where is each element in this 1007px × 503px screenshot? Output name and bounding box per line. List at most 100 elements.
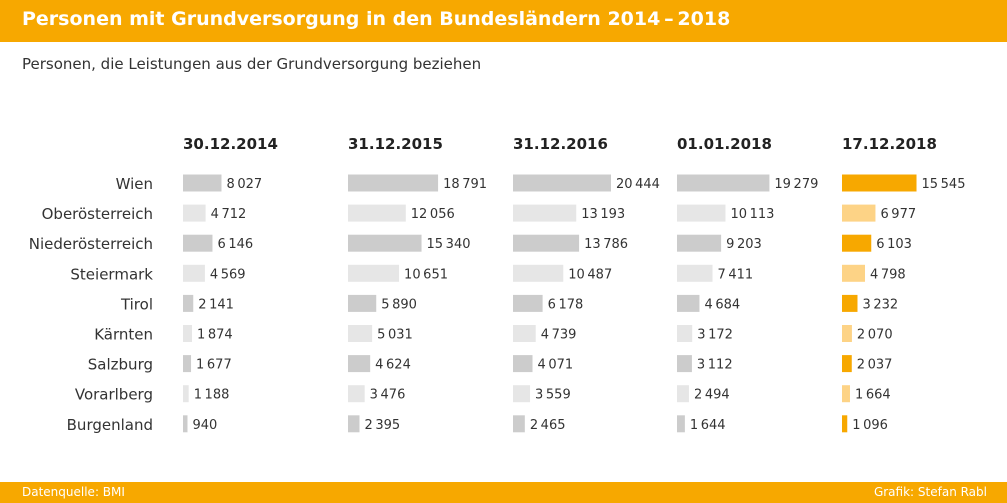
bar-1-3	[183, 234, 213, 252]
bar-1-7	[183, 355, 192, 373]
bar-2-6	[348, 325, 373, 342]
bar-4-7	[677, 355, 692, 373]
value-label-5-2: 6 977	[880, 207, 916, 222]
graphic-credit: Grafik: Stefan Rabl	[873, 485, 987, 499]
row-label-5: Tirol	[120, 295, 153, 313]
value-label-2-7: 4 624	[375, 358, 411, 373]
value-label-3-8: 3 559	[535, 388, 571, 403]
bar-2-3	[348, 234, 422, 252]
title-bar: Personen mit Grundversorgung in den Bund…	[0, 0, 1007, 42]
chart-title: Personen mit Grundversorgung in den Bund…	[22, 8, 731, 30]
bar-2-9	[348, 415, 360, 433]
row-label-6: Kärnten	[94, 326, 153, 344]
value-label-3-9: 2 465	[530, 418, 566, 433]
bar-4-4	[677, 264, 713, 282]
bar-3-7	[513, 355, 533, 373]
bar-3-3	[513, 234, 580, 252]
column-header-2: 31.12.2015	[348, 135, 443, 153]
value-label-3-2: 13 193	[581, 207, 625, 222]
column-header-5: 17.12.2018	[842, 135, 937, 153]
bar-2-8	[348, 385, 365, 403]
bar-5-1	[842, 174, 917, 192]
value-label-4-7: 3 112	[697, 358, 733, 373]
bar-4-9	[677, 415, 685, 433]
bar-1-5	[183, 294, 194, 312]
bar-3-5	[513, 294, 543, 312]
value-label-4-2: 10 113	[730, 207, 774, 222]
value-label-3-3: 13 786	[584, 237, 628, 252]
value-label-1-4: 4 569	[210, 267, 246, 282]
bar-4-2	[677, 204, 726, 222]
column-header-4: 01.01.2018	[677, 135, 772, 153]
value-label-1-8: 1 188	[194, 388, 230, 403]
value-label-2-9: 2 395	[364, 418, 400, 433]
bar-3-1	[513, 174, 611, 192]
bar-5-5	[842, 294, 858, 312]
bar-2-5	[348, 294, 377, 312]
bar-3-6	[513, 325, 536, 342]
bar-3-8	[513, 385, 531, 403]
value-label-4-6: 3 172	[697, 328, 733, 343]
value-label-2-1: 18 791	[443, 177, 487, 192]
value-label-1-7: 1 677	[196, 358, 232, 373]
row-label-7: Salzburg	[88, 356, 153, 374]
bar-5-6	[842, 325, 852, 342]
bar-3-2	[513, 204, 577, 222]
bar-1-8	[183, 385, 189, 403]
row-label-8: Vorarlberg	[75, 386, 153, 404]
footer-bar: Datenquelle: BMI Grafik: Stefan Rabl	[0, 482, 1007, 503]
value-label-5-1: 15 545	[922, 177, 966, 192]
value-label-4-1: 19 279	[774, 177, 818, 192]
column-header-1: 30.12.2014	[183, 135, 278, 153]
row-label-1: Wien	[116, 175, 153, 193]
row-label-9: Burgenland	[67, 416, 153, 434]
value-label-1-9: 940	[193, 418, 218, 433]
value-label-3-1: 20 444	[616, 177, 660, 192]
bar-1-6	[183, 325, 192, 342]
bar-1-4	[183, 264, 205, 282]
value-label-5-9: 1 096	[852, 418, 888, 433]
value-label-3-6: 4 739	[541, 328, 577, 343]
bar-4-3	[677, 234, 722, 252]
bar-chart: 30.12.2014 31.12.2015 31.12.2016 01.01.2018…	[29, 135, 966, 434]
bar-4-6	[677, 325, 693, 342]
bar-2-1	[348, 174, 439, 192]
value-label-2-8: 3 476	[370, 388, 406, 403]
bar-5-2	[842, 204, 876, 222]
bar-2-4	[348, 264, 400, 282]
value-label-2-4: 10 651	[404, 267, 448, 282]
bar-3-4	[513, 264, 564, 282]
chart-subtitle: Personen, die Leistungen aus der Grundve…	[22, 55, 482, 73]
bar-3-9	[513, 415, 525, 433]
value-label-1-2: 4 712	[211, 207, 247, 222]
value-label-2-2: 12 056	[411, 207, 455, 222]
row-label-3: Niederösterreich	[29, 235, 153, 253]
value-label-4-9: 1 644	[690, 418, 726, 433]
value-label-5-4: 4 798	[870, 267, 906, 282]
bar-4-1	[677, 174, 770, 192]
column-header-3: 31.12.2016	[513, 135, 608, 153]
bar-1-2	[183, 204, 206, 222]
value-label-4-3: 9 203	[726, 237, 762, 252]
bar-5-4	[842, 264, 865, 282]
row-label-4: Steiermark	[70, 265, 153, 283]
value-label-4-5: 4 684	[704, 297, 740, 312]
value-label-5-8: 1 664	[855, 388, 891, 403]
value-label-3-4: 10 487	[568, 267, 612, 282]
bar-5-3	[842, 234, 872, 252]
bar-2-2	[348, 204, 406, 222]
value-label-5-5: 3 232	[862, 297, 898, 312]
bar-2-7	[348, 355, 371, 373]
value-label-5-7: 2 037	[857, 358, 893, 373]
value-label-3-5: 6 178	[548, 297, 584, 312]
value-label-3-7: 4 071	[538, 358, 574, 373]
value-label-1-5: 2 141	[198, 297, 234, 312]
bar-4-5	[677, 294, 700, 312]
row-label-2: Oberösterreich	[42, 205, 153, 223]
bar-1-1	[183, 174, 222, 192]
value-label-2-5: 5 890	[381, 297, 417, 312]
value-label-1-3: 6 146	[217, 237, 253, 252]
value-label-4-8: 2 494	[694, 388, 730, 403]
value-label-2-3: 15 340	[427, 237, 471, 252]
value-label-4-4: 7 411	[718, 267, 754, 282]
